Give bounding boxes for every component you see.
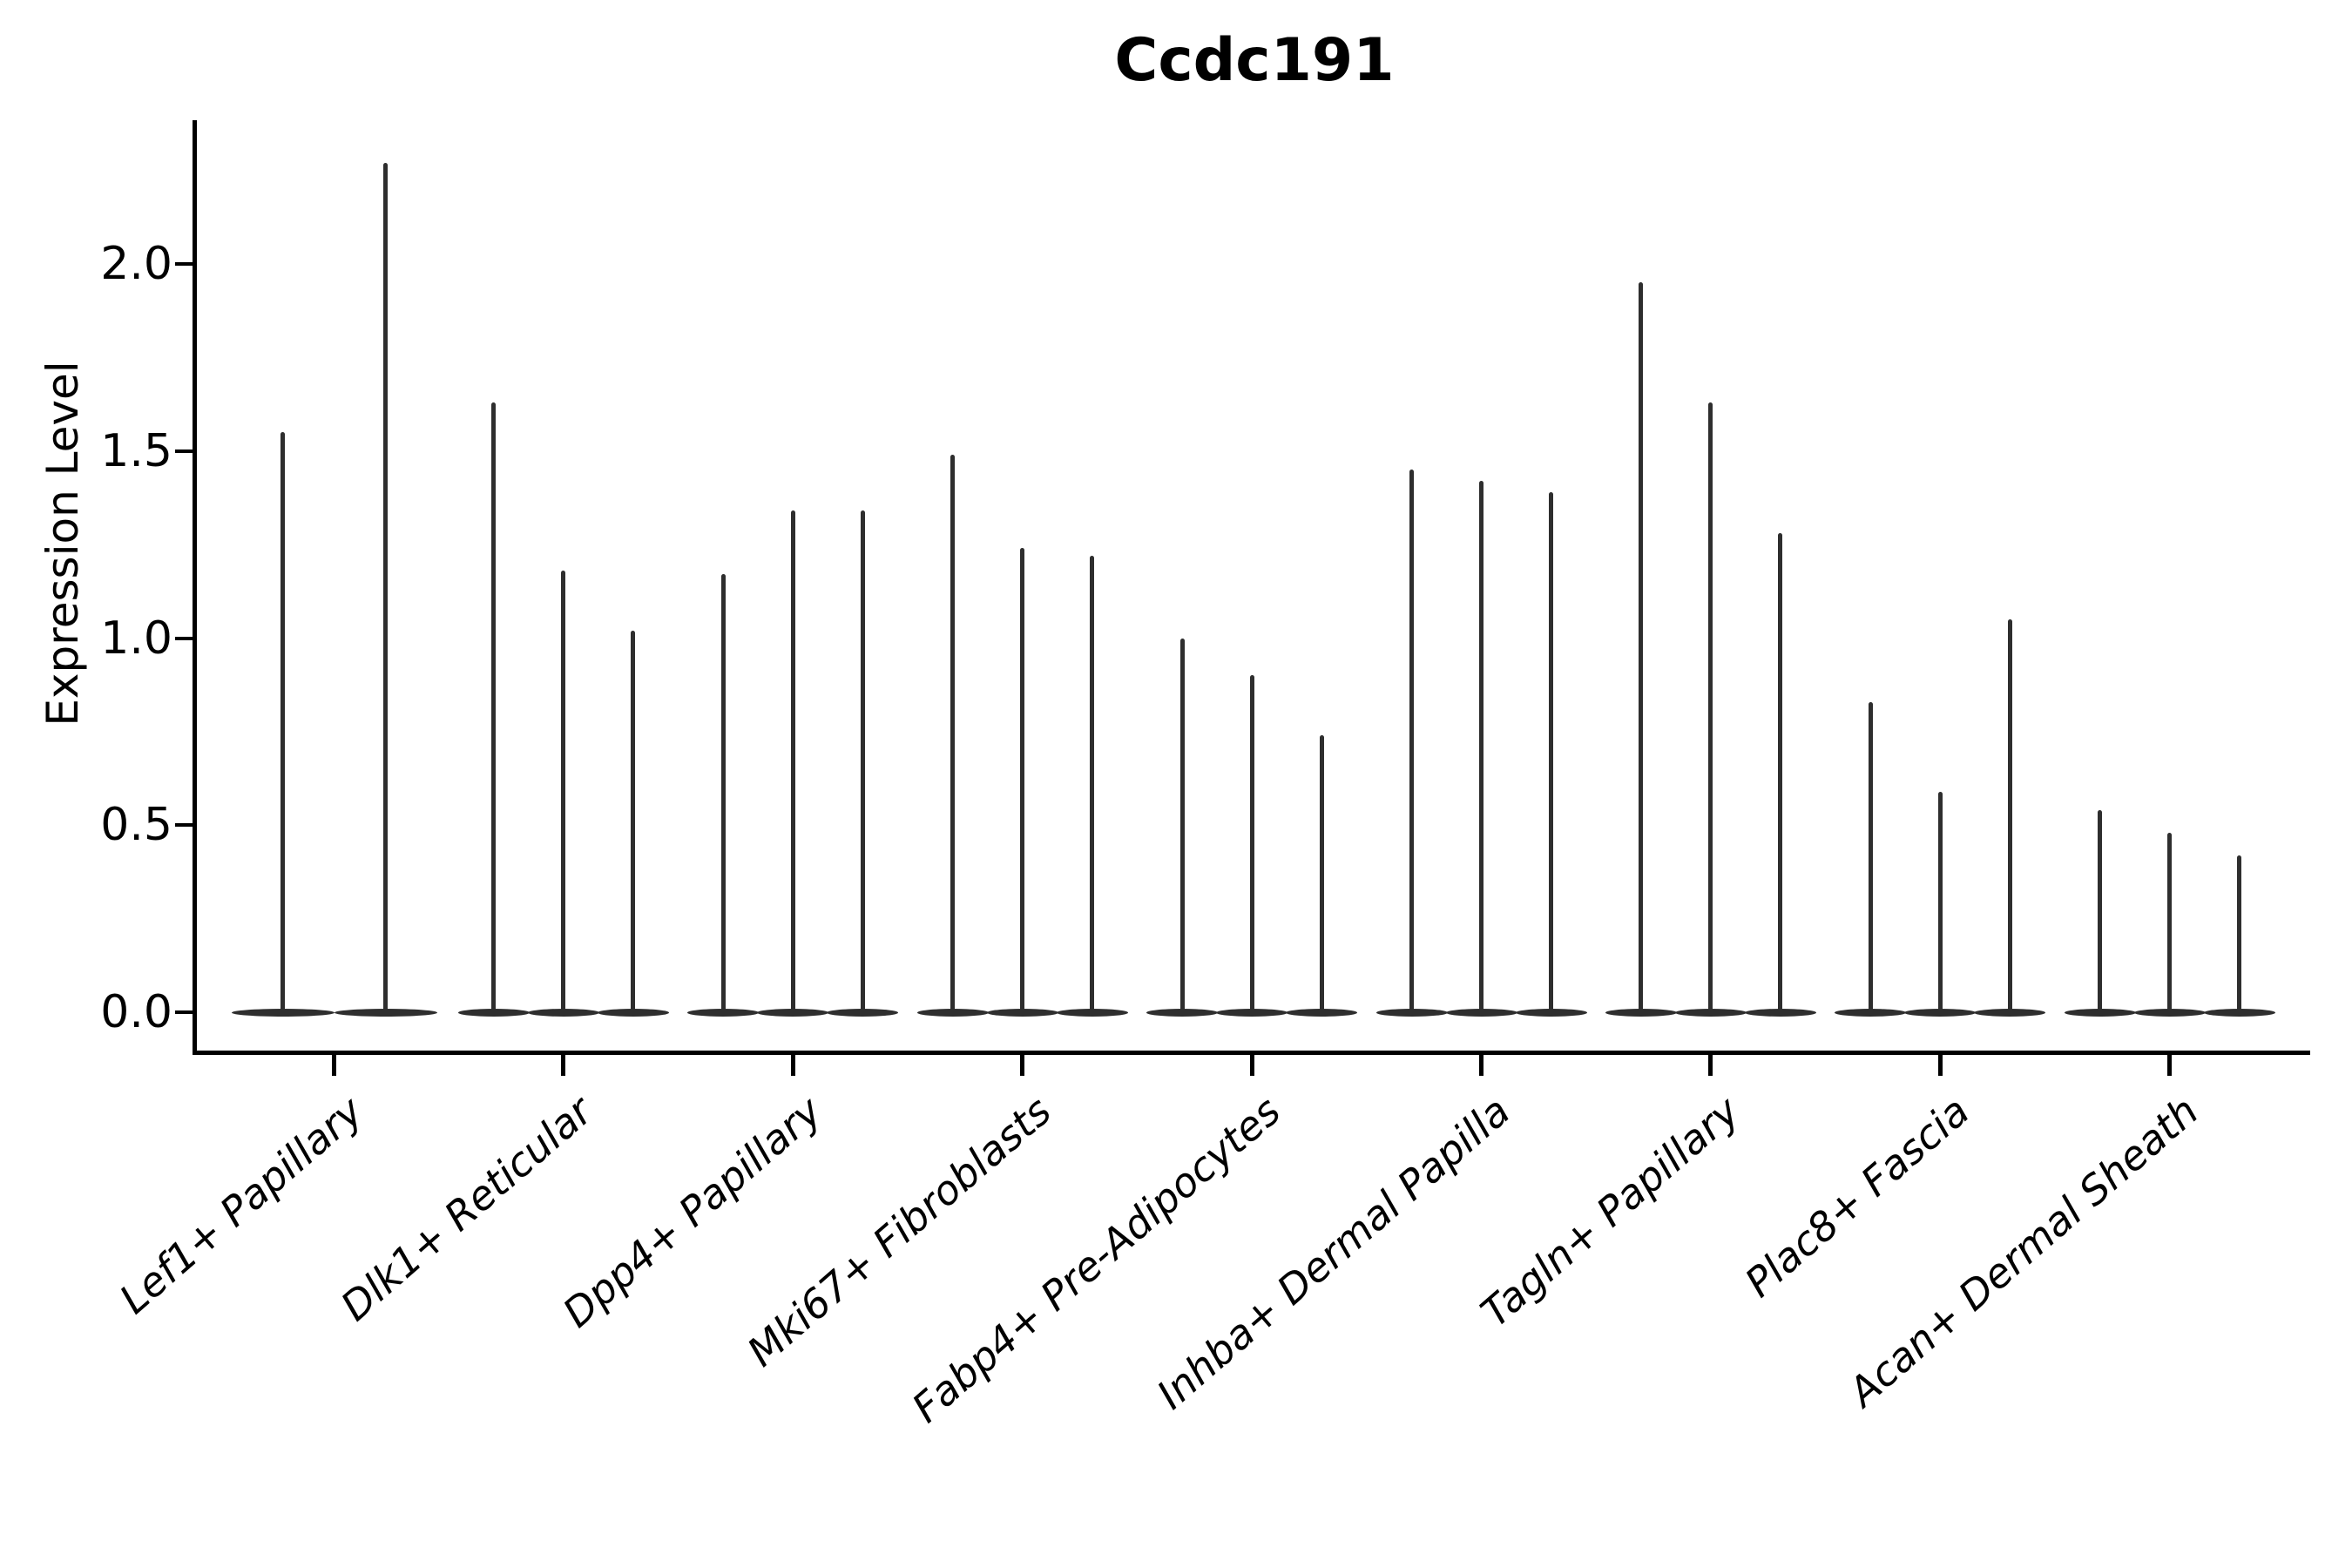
- violin-spike: [1937, 791, 1943, 1012]
- violin-spike: [860, 510, 865, 1012]
- violin-spike: [2098, 810, 2103, 1012]
- violin-spike: [1778, 533, 1783, 1012]
- y-axis-spine: [193, 120, 197, 1055]
- violin-base: [2133, 1008, 2206, 1017]
- violin-spike: [950, 455, 956, 1012]
- y-tick-label: 2.0: [100, 238, 172, 290]
- violin-spike: [383, 163, 388, 1012]
- violin-spike: [2007, 619, 2012, 1012]
- x-tick: [1937, 1055, 1943, 1076]
- violin-spike: [1639, 282, 1644, 1012]
- violin-base: [916, 1008, 989, 1017]
- violin-spike: [1020, 548, 1025, 1012]
- violin-base: [1515, 1008, 1587, 1017]
- x-axis-spine: [193, 1051, 2310, 1055]
- violin-spike: [491, 402, 497, 1012]
- violin-base: [1056, 1008, 1128, 1017]
- violin-spike: [790, 510, 795, 1012]
- violin-spike: [2167, 832, 2173, 1012]
- violin-spike: [1090, 556, 1095, 1012]
- x-tick: [2167, 1055, 2173, 1076]
- violin-base: [1375, 1008, 1448, 1017]
- violin-base: [1744, 1008, 1816, 1017]
- x-tick: [561, 1055, 566, 1076]
- violin-base: [527, 1008, 599, 1017]
- violin-base: [1445, 1008, 1517, 1017]
- y-tick: [175, 823, 193, 828]
- y-tick-label: 0.0: [100, 986, 172, 1038]
- violin-spike: [1249, 675, 1254, 1012]
- violin-base: [597, 1008, 669, 1017]
- x-tick: [1708, 1055, 1713, 1076]
- violin-base: [1286, 1008, 1358, 1017]
- violin-spike: [2237, 855, 2242, 1012]
- x-tick-label: Plac8+ Fascia: [1735, 1087, 1978, 1307]
- y-tick-label: 1.5: [100, 424, 172, 477]
- violin-base: [457, 1008, 530, 1017]
- violin-base: [2064, 1008, 2136, 1017]
- x-tick-label: Fabp4+ Pre-Adipocytes: [903, 1087, 1290, 1432]
- y-tick: [175, 449, 193, 453]
- y-tick: [175, 1010, 193, 1014]
- violin-spike: [631, 630, 636, 1012]
- x-tick: [332, 1055, 336, 1076]
- violin-spike: [720, 574, 726, 1012]
- x-tick: [1249, 1055, 1254, 1076]
- violin-base: [687, 1008, 760, 1017]
- y-tick: [175, 636, 193, 640]
- violin-spike: [1319, 735, 1324, 1012]
- y-tick-label: 1.0: [100, 612, 172, 665]
- violin-base: [1904, 1008, 1977, 1017]
- x-tick: [1020, 1055, 1025, 1076]
- violin-base: [231, 1008, 335, 1017]
- violin-base: [1835, 1008, 1907, 1017]
- violin-base: [1146, 1008, 1219, 1017]
- chart-title: Ccdc191: [1114, 26, 1395, 95]
- y-tick-label: 0.5: [100, 799, 172, 852]
- violin-base: [757, 1008, 829, 1017]
- violin-spike: [1549, 491, 1553, 1012]
- violin-base: [986, 1008, 1058, 1017]
- x-tick: [1479, 1055, 1484, 1076]
- violin-base: [1974, 1008, 2046, 1017]
- violin-base: [1605, 1008, 1677, 1017]
- violin-base: [2203, 1008, 2275, 1017]
- violin-base: [827, 1008, 899, 1017]
- violin-spike: [1409, 470, 1414, 1012]
- violin-spike: [1868, 701, 1873, 1012]
- violin-spike: [1179, 638, 1185, 1012]
- violin-spike: [1479, 481, 1484, 1012]
- violin-spike: [1708, 402, 1713, 1012]
- violin-spike: [280, 432, 285, 1012]
- x-tick-label: Lef1+ Papillary: [111, 1087, 372, 1323]
- x-tick: [790, 1055, 795, 1076]
- violin-spike: [561, 571, 566, 1012]
- y-axis-label: Expression Level: [37, 361, 88, 727]
- violin-base: [1674, 1008, 1747, 1017]
- violin-base: [334, 1008, 437, 1017]
- y-tick: [175, 262, 193, 266]
- violin-base: [1216, 1008, 1288, 1017]
